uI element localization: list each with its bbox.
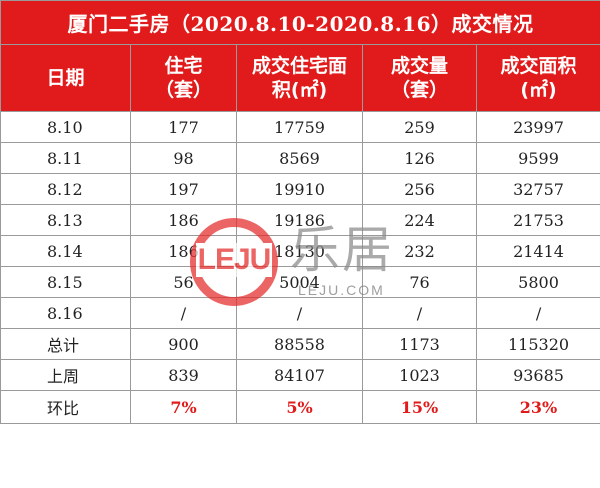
table-row-total: 总计 900 88558 1173 115320 <box>0 328 600 360</box>
cell-volume: 76 <box>362 266 477 298</box>
cell-date: 8.14 <box>0 235 131 267</box>
cell-volume: / <box>362 297 477 329</box>
cell-residential-units: 839 <box>130 359 237 391</box>
cell-date: 8.11 <box>0 142 131 174</box>
cell-residential-area: 84107 <box>236 359 363 391</box>
cell-date: 8.10 <box>0 111 131 143</box>
cell-date: 8.16 <box>0 297 131 329</box>
header-line1: 成交住宅面 <box>251 55 347 77</box>
cell-volume: 1023 <box>362 359 477 391</box>
cell-label: 环比 <box>0 390 131 424</box>
header-row: 日期 住宅 （套） 成交住宅面 积(㎡) 成交量 （套） 成交面积 (㎡) <box>0 44 600 112</box>
header-date-line1: 日期 <box>46 67 85 89</box>
table-row: 8.11 98 8569 126 9599 <box>0 142 600 174</box>
table-row: 8.15 56 5004 76 5800 <box>0 266 600 298</box>
table-row: 8.13 186 19186 224 21753 <box>0 204 600 236</box>
cell-residential-area: 19186 <box>236 204 363 236</box>
header-line2: (㎡) <box>520 79 557 101</box>
table-row-last-week: 上周 839 84107 1023 93685 <box>0 359 600 391</box>
cell-area: 9599 <box>475 142 600 174</box>
cell-residential-area: 88558 <box>236 328 363 360</box>
cell-date: 8.15 <box>0 266 131 298</box>
cell-date: 8.13 <box>0 204 131 236</box>
cell-residential-units: 177 <box>130 111 237 143</box>
cell-volume: 256 <box>362 173 477 205</box>
cell-residential-units: 900 <box>130 328 237 360</box>
cell-change-pct: 7% <box>130 390 237 424</box>
header-line2: （套） <box>154 79 212 101</box>
cell-residential-units: 186 <box>130 235 237 267</box>
cell-area: 21753 <box>475 204 600 236</box>
cell-change-pct: 23% <box>475 390 600 424</box>
table-row: 8.14 186 18130 232 21414 <box>0 235 600 267</box>
cell-volume: 1173 <box>362 328 477 360</box>
header-date: 日期 <box>0 44 131 112</box>
cell-label: 上周 <box>0 359 131 391</box>
cell-residential-area: 8569 <box>236 142 363 174</box>
cell-residential-area: / <box>236 297 363 329</box>
cell-change-pct: 15% <box>362 390 477 424</box>
cell-residential-units: / <box>130 297 237 329</box>
title-row: 厦门二手房（2020.8.10-2020.8.16）成交情况 <box>0 0 600 45</box>
cell-area: 115320 <box>475 328 600 360</box>
header-line2: 积(㎡) <box>271 79 328 101</box>
cell-residential-area: 17759 <box>236 111 363 143</box>
cell-area: 5800 <box>475 266 600 298</box>
cell-residential-units: 98 <box>130 142 237 174</box>
header-line1: 住宅 <box>164 55 203 77</box>
header-residential-units: 住宅 （套） <box>130 44 237 112</box>
header-line1: 成交面积 <box>500 55 577 77</box>
cell-date: 8.12 <box>0 173 131 205</box>
cell-residential-area: 5004 <box>236 266 363 298</box>
cell-residential-area: 18130 <box>236 235 363 267</box>
cell-area: 93685 <box>475 359 600 391</box>
cell-residential-units: 197 <box>130 173 237 205</box>
table-row: 8.12 197 19910 256 32757 <box>0 173 600 205</box>
cell-area: 21414 <box>475 235 600 267</box>
header-line2: （套） <box>390 79 448 101</box>
table-row: 8.10 177 17759 259 23997 <box>0 111 600 143</box>
header-residential-area: 成交住宅面 积(㎡) <box>236 44 363 112</box>
header-volume: 成交量 （套） <box>362 44 477 112</box>
cell-area: 32757 <box>475 173 600 205</box>
header-line1: 成交量 <box>390 55 448 77</box>
header-area: 成交面积 (㎡) <box>475 44 600 112</box>
cell-volume: 232 <box>362 235 477 267</box>
cell-residential-units: 56 <box>130 266 237 298</box>
table-row: 8.16 / / / / <box>0 297 600 329</box>
cell-volume: 126 <box>362 142 477 174</box>
cell-area: 23997 <box>475 111 600 143</box>
cell-residential-units: 186 <box>130 204 237 236</box>
cell-residential-area: 19910 <box>236 173 363 205</box>
table-row-change: 环比 7% 5% 15% 23% <box>0 390 600 424</box>
cell-volume: 259 <box>362 111 477 143</box>
cell-area: / <box>475 297 600 329</box>
cell-volume: 224 <box>362 204 477 236</box>
table-title: 厦门二手房（2020.8.10-2020.8.16）成交情况 <box>0 0 600 45</box>
transaction-table: 厦门二手房（2020.8.10-2020.8.16）成交情况 日期 住宅 （套） … <box>0 0 600 424</box>
cell-change-pct: 5% <box>236 390 363 424</box>
cell-label: 总计 <box>0 328 131 360</box>
